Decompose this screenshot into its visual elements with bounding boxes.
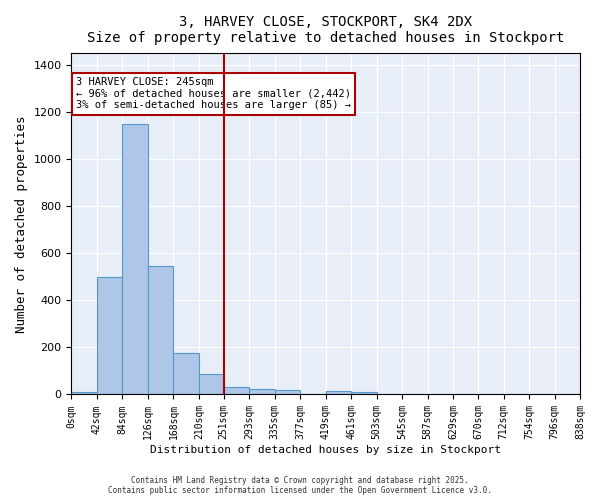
X-axis label: Distribution of detached houses by size in Stockport: Distribution of detached houses by size … (150, 445, 501, 455)
Title: 3, HARVEY CLOSE, STOCKPORT, SK4 2DX
Size of property relative to detached houses: 3, HARVEY CLOSE, STOCKPORT, SK4 2DX Size… (87, 15, 565, 45)
Text: 3 HARVEY CLOSE: 245sqm
← 96% of detached houses are smaller (2,442)
3% of semi-d: 3 HARVEY CLOSE: 245sqm ← 96% of detached… (76, 77, 351, 110)
Bar (224, 388, 249, 394)
Bar (249, 388, 275, 394)
Bar (173, 354, 199, 395)
Bar (275, 390, 300, 394)
Bar (71, 392, 97, 394)
Bar (148, 266, 173, 394)
Y-axis label: Number of detached properties: Number of detached properties (15, 115, 28, 332)
Bar (97, 277, 122, 394)
Text: Contains HM Land Registry data © Crown copyright and database right 2025.
Contai: Contains HM Land Registry data © Crown c… (108, 476, 492, 495)
Bar (122, 124, 148, 394)
Bar (199, 374, 224, 394)
Bar (326, 391, 351, 394)
Bar (351, 392, 377, 394)
